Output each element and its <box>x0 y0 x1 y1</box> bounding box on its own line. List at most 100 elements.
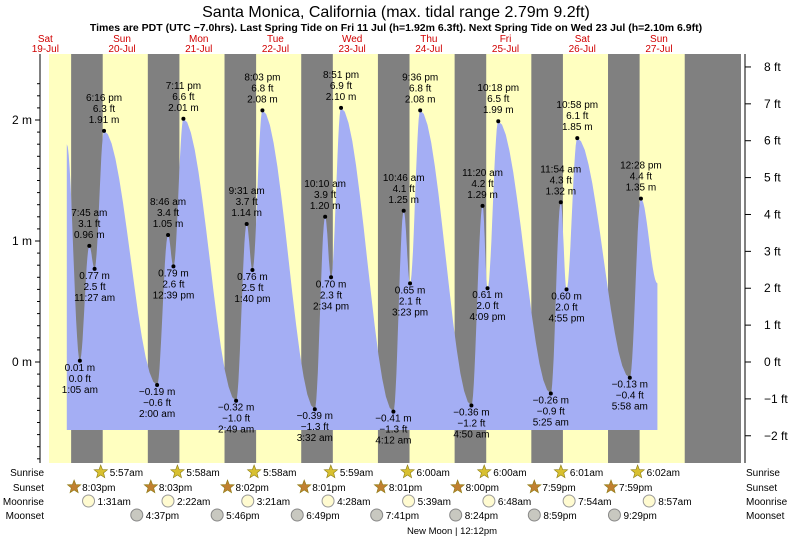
moonrise-time: 3:21am <box>257 497 290 508</box>
tide-label: 3.4 ft <box>157 208 179 219</box>
sunset-icon <box>66 479 82 494</box>
tide-label: 3.9 ft <box>314 190 336 201</box>
right-tick-label: 7 ft <box>764 97 781 111</box>
moonset-time: 7:41pm <box>386 511 419 522</box>
left-tick-label: 1 m <box>12 234 32 248</box>
sunset-time: 8:03pm <box>82 483 115 494</box>
tide-point <box>627 375 632 380</box>
tide-label: 1.91 m <box>89 115 120 126</box>
tide-label: 1.25 m <box>388 195 419 206</box>
day-weekday: Tue <box>267 34 284 45</box>
tide-label: 2.10 m <box>326 92 357 103</box>
right-tick-label: 5 ft <box>764 171 781 185</box>
tide-point <box>391 409 396 414</box>
tide-label: 6.9 ft <box>330 81 352 92</box>
day-date: 27-Jul <box>645 44 672 55</box>
moonset-icon <box>449 508 463 522</box>
daylight-band <box>49 54 67 463</box>
tide-point <box>181 116 186 121</box>
sunrise-time: 6:00am <box>417 468 450 479</box>
row-label-right: Moonset <box>746 511 785 522</box>
tide-label: 1.05 m <box>153 219 184 230</box>
tide-label: 0.76 m <box>237 272 268 283</box>
tide-label: 0.77 m <box>79 271 110 282</box>
tide-label: 0.65 m <box>395 285 426 296</box>
sunrise-icon <box>246 464 262 479</box>
tide-point <box>260 108 265 113</box>
tide-label: 12:28 pm <box>620 161 662 172</box>
tide-label: 2:49 am <box>218 425 254 436</box>
tide-point <box>408 281 413 286</box>
chart-title: Santa Monica, California (max. tidal ran… <box>202 4 590 21</box>
moonset-time: 6:49pm <box>306 511 339 522</box>
tide-point <box>469 403 474 408</box>
tide-label: 2.08 m <box>247 94 278 105</box>
moonrise-icon <box>161 494 175 508</box>
tide-label: 2:00 am <box>139 409 175 420</box>
right-tick-label: 6 ft <box>764 134 781 148</box>
tide-point <box>638 196 643 201</box>
tide-point <box>87 243 92 248</box>
row-label-left: Moonrise <box>3 497 45 508</box>
chart-subtitle: Times are PDT (UTC −7.0hrs). Last Spring… <box>90 22 702 34</box>
tide-label: 2.0 ft <box>476 301 498 312</box>
sunrise-time: 6:02am <box>647 468 680 479</box>
tide-point <box>323 214 328 219</box>
tide-label: 5:58 am <box>612 402 648 413</box>
tide-label: 4.4 ft <box>630 172 652 183</box>
row-label-right: Sunrise <box>746 468 780 479</box>
tide-label: −1.3 ft <box>301 422 329 433</box>
tide-label: 6.8 ft <box>409 83 431 94</box>
moon-phase-note: New Moon | 12:12pm <box>407 526 497 537</box>
row-label-left: Moonset <box>6 511 45 522</box>
tide-point <box>312 407 317 412</box>
tide-point <box>485 286 490 291</box>
right-tick-label: 8 ft <box>764 60 781 74</box>
tide-point <box>496 119 501 124</box>
tide-label: 1.85 m <box>562 122 593 133</box>
right-tick-label: −2 ft <box>764 429 788 443</box>
tide-point <box>418 108 423 113</box>
moonset-icon <box>210 508 224 522</box>
tide-label: 0.61 m <box>472 290 503 301</box>
day-headers: Sat19-JulSun20-JulMon21-JulTue22-JulWed2… <box>32 34 673 55</box>
right-tick-label: 1 ft <box>764 318 781 332</box>
tide-label: 4.2 ft <box>471 179 493 190</box>
moonset-time: 8:24pm <box>465 511 498 522</box>
sunrise-time: 5:58am <box>263 468 296 479</box>
tide-label: 4:55 pm <box>548 313 584 324</box>
row-label-left: Sunset <box>13 483 44 494</box>
tide-label: 3.1 ft <box>78 219 100 230</box>
day-date: 23-Jul <box>339 44 366 55</box>
day-weekday: Sun <box>113 34 131 45</box>
sunset-time: 8:01pm <box>389 483 422 494</box>
tide-point <box>250 268 255 273</box>
moonrise-icon <box>562 494 576 508</box>
day-date: 25-Jul <box>492 44 519 55</box>
tide-label: 1.99 m <box>483 105 514 116</box>
tide-label: −0.36 m <box>453 408 489 419</box>
tide-label: 2.01 m <box>168 103 199 114</box>
day-date: 22-Jul <box>262 44 289 55</box>
tide-label: 10:10 am <box>304 179 346 190</box>
sunset-time: 8:02pm <box>236 483 269 494</box>
moonrise-time: 7:54am <box>578 497 611 508</box>
right-tick-label: 0 ft <box>764 355 781 369</box>
sunrise-time: 5:59am <box>340 468 373 479</box>
tide-label: 7:11 pm <box>166 81 201 92</box>
tide-point <box>558 200 563 205</box>
sunrise-icon <box>93 464 109 479</box>
tide-label: 11:20 am <box>462 168 503 179</box>
tide-label: 1.29 m <box>467 190 498 201</box>
tide-label: 4.3 ft <box>550 175 572 186</box>
tide-point <box>244 222 249 227</box>
tide-label: 11:54 am <box>540 164 581 175</box>
moonrise-time: 1:31am <box>98 497 131 508</box>
moonset-time: 9:29pm <box>623 511 656 522</box>
right-tick-label: 3 ft <box>764 244 781 258</box>
tide-label: 2.3 ft <box>320 290 342 301</box>
moonrise-icon <box>82 494 96 508</box>
tide-label: 1:40 pm <box>234 294 270 305</box>
right-tick-label: 2 ft <box>764 281 781 295</box>
tide-point <box>575 136 580 141</box>
